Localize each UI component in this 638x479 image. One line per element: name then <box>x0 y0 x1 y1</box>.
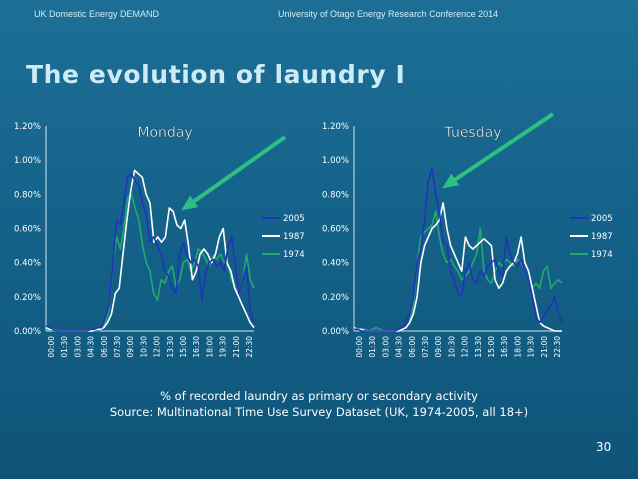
x-tick-label: 07:30 <box>113 336 122 358</box>
x-tick-label: 15:00 <box>179 336 188 358</box>
legend-label-1974: 1974 <box>591 250 613 260</box>
x-tick-label: 16:30 <box>500 336 509 358</box>
y-tick-label: 1.00% <box>14 156 41 166</box>
x-tick-label: 01:30 <box>60 336 69 358</box>
y-tick-label: 0.80% <box>322 190 349 200</box>
x-tick-label: 04:30 <box>87 336 96 358</box>
x-tick-label: 13:30 <box>474 336 483 358</box>
x-tick-label: 12:00 <box>461 336 470 358</box>
x-tick-label: 15:00 <box>487 336 496 358</box>
x-tick-label: 07:30 <box>421 336 430 358</box>
x-tick-label: 22:30 <box>245 336 254 358</box>
y-tick-label: 1.20% <box>322 122 349 132</box>
y-tick-label: 0.60% <box>322 225 349 235</box>
x-tick-label: 01:30 <box>368 336 377 358</box>
chart-title: Tuesday <box>444 125 502 141</box>
x-tick-label: 19:30 <box>219 336 228 358</box>
x-tick-label: 00:00 <box>47 336 56 358</box>
x-tick-label: 03:00 <box>73 336 82 358</box>
x-tick-label: 09:00 <box>126 336 135 358</box>
annotation-arrowhead <box>442 173 460 189</box>
annotation-arrow <box>184 135 287 209</box>
legend-label-2005: 2005 <box>283 214 305 224</box>
series-line-1987 <box>353 202 562 332</box>
caption-line-2: Source: Multinational Time Use Survey Da… <box>109 405 529 419</box>
chart-tuesday: 0.00% 0.20% 0.40% 0.60% 0.80% 1.00% 1.20% 00:00… <box>322 112 613 358</box>
y-tick-label: 0.40% <box>14 259 41 269</box>
y-tick-label: 0.80% <box>14 190 41 200</box>
x-tick-label: 21:00 <box>232 336 241 358</box>
y-tick-label: 1.00% <box>322 156 349 166</box>
y-tick-label: 0.20% <box>322 293 349 303</box>
y-tick-label: 0.00% <box>14 327 41 337</box>
series-line-2005 <box>45 172 255 332</box>
x-tick-label: 00:00 <box>355 336 364 358</box>
x-tick-label: 16:30 <box>192 336 201 358</box>
legend-label-1987: 1987 <box>283 232 305 242</box>
x-tick-label: 04:30 <box>395 336 404 358</box>
y-tick-label: 0.40% <box>322 259 349 269</box>
x-tick-label: 03:00 <box>381 336 390 358</box>
legend-label-1987: 1987 <box>591 232 613 242</box>
x-tick-label: 09:00 <box>434 336 443 358</box>
chart-monday: 0.00% 0.20% 0.40% 0.60% 0.80% 1.00% 1.20% 00:00… <box>14 122 305 358</box>
y-tick-label: 0.00% <box>322 327 349 337</box>
y-tick-label: 0.20% <box>14 293 41 303</box>
chart-title: Monday <box>137 125 192 141</box>
header-right: University of Otago Energy Research Conf… <box>278 9 499 19</box>
annotation-arrow <box>445 112 555 187</box>
x-tick-label: 21:00 <box>540 336 549 358</box>
y-tick-label: 1.20% <box>14 122 41 132</box>
x-tick-label: 10:30 <box>139 336 148 358</box>
x-tick-label: 10:30 <box>447 336 456 358</box>
y-tick-label: 0.60% <box>14 225 41 235</box>
x-tick-label: 22:30 <box>553 336 562 358</box>
annotation-arrowhead <box>181 195 199 211</box>
series-line-1974 <box>353 210 563 332</box>
page-number: 30 <box>596 440 612 454</box>
legend-label-2005: 2005 <box>591 214 613 224</box>
series-line-1974 <box>46 193 255 332</box>
x-tick-label: 18:00 <box>513 336 522 358</box>
legend-label-1974: 1974 <box>283 250 305 260</box>
slide-title: The evolution of laundry I <box>26 60 406 89</box>
header-left: UK Domestic Energy DEMAND <box>34 9 160 19</box>
caption-line-1: % of recorded laundry as primary or seco… <box>160 389 478 403</box>
x-tick-label: 19:30 <box>527 336 536 358</box>
series-line-1987 <box>45 169 255 332</box>
x-tick-label: 06:00 <box>408 336 417 358</box>
x-tick-label: 18:00 <box>205 336 214 358</box>
series-line-2005 <box>354 167 563 332</box>
x-tick-label: 12:00 <box>153 336 162 358</box>
x-tick-label: 06:00 <box>100 336 109 358</box>
x-tick-label: 13:30 <box>166 336 175 358</box>
